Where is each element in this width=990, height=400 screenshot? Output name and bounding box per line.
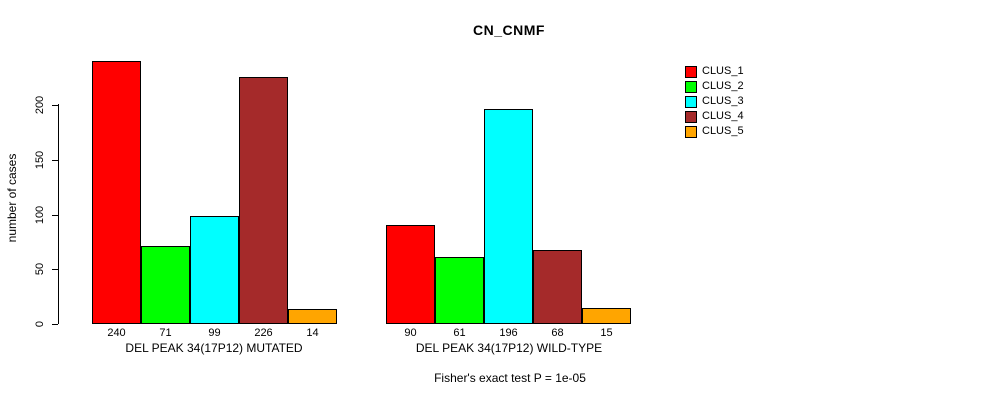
legend-swatch-icon bbox=[685, 95, 697, 108]
bar-clus_5-group2 bbox=[582, 308, 631, 324]
legend-row-clus_3: CLUS_3 bbox=[685, 94, 744, 109]
bar-clus_3-group1 bbox=[190, 216, 239, 324]
y-tick-mark bbox=[52, 324, 58, 325]
legend-label: CLUS_4 bbox=[702, 110, 744, 122]
legend-swatch-icon bbox=[685, 80, 697, 93]
bar-clus_5-group1 bbox=[288, 309, 337, 324]
legend-row-clus_5: CLUS_5 bbox=[685, 124, 744, 139]
y-tick-label: 100 bbox=[34, 205, 46, 224]
y-tick-mark bbox=[52, 269, 58, 271]
bar-value-label: 68 bbox=[551, 327, 564, 339]
legend-label: CLUS_3 bbox=[702, 95, 744, 107]
y-tick-label: 200 bbox=[34, 95, 46, 115]
bar-value-label: 240 bbox=[107, 327, 126, 339]
legend-swatch-icon bbox=[685, 125, 697, 138]
fisher-test-note: Fisher's exact test P = 1e-05 bbox=[434, 371, 586, 385]
legend-swatch-icon bbox=[685, 110, 697, 123]
y-tick-label: 50 bbox=[34, 263, 46, 276]
legend-row-clus_4: CLUS_4 bbox=[685, 109, 744, 124]
bar-value-label: 61 bbox=[453, 327, 466, 339]
bar-value-label: 15 bbox=[600, 327, 613, 339]
bar-clus_2-group1 bbox=[141, 246, 190, 324]
bar-clus_4-group1 bbox=[239, 77, 288, 324]
y-axis-line bbox=[58, 104, 59, 324]
bar-clus_1-group2 bbox=[386, 225, 435, 324]
y-tick-label: 150 bbox=[34, 150, 46, 169]
group-label-wild-type: DEL PEAK 34(17P12) WILD-TYPE bbox=[415, 341, 603, 355]
chart-title: CN_CNMF bbox=[473, 22, 545, 38]
bar-clus_4-group2 bbox=[533, 250, 582, 324]
y-tick-mark bbox=[52, 159, 58, 161]
bar-value-label: 99 bbox=[208, 327, 221, 339]
bar-value-label: 196 bbox=[499, 327, 518, 339]
bar-value-label: 14 bbox=[306, 327, 319, 339]
legend-row-clus_2: CLUS_2 bbox=[685, 79, 744, 94]
legend-label: CLUS_2 bbox=[702, 80, 744, 92]
bar-clus_2-group2 bbox=[435, 257, 484, 324]
legend-row-clus_1: CLUS_1 bbox=[685, 64, 744, 79]
bar-clus_1-group1 bbox=[92, 61, 141, 324]
bar-clus_3-group2 bbox=[484, 109, 533, 324]
legend-label: CLUS_1 bbox=[702, 65, 744, 77]
legend-label: CLUS_5 bbox=[702, 125, 744, 137]
group-label-mutated: DEL PEAK 34(17P12) MUTATED bbox=[125, 341, 303, 355]
y-tick-label: 0 bbox=[34, 320, 46, 328]
legend-swatch-icon bbox=[685, 65, 697, 78]
bar-value-label: 71 bbox=[159, 327, 172, 339]
y-axis-label: number of cases bbox=[5, 153, 19, 243]
bar-value-label: 226 bbox=[254, 327, 273, 339]
y-tick-mark bbox=[52, 105, 58, 106]
legend: CLUS_1 CLUS_2 CLUS_3 CLUS_4 CLUS_5 bbox=[685, 64, 744, 139]
y-tick-mark bbox=[52, 214, 58, 216]
bar-value-label: 90 bbox=[404, 327, 417, 339]
